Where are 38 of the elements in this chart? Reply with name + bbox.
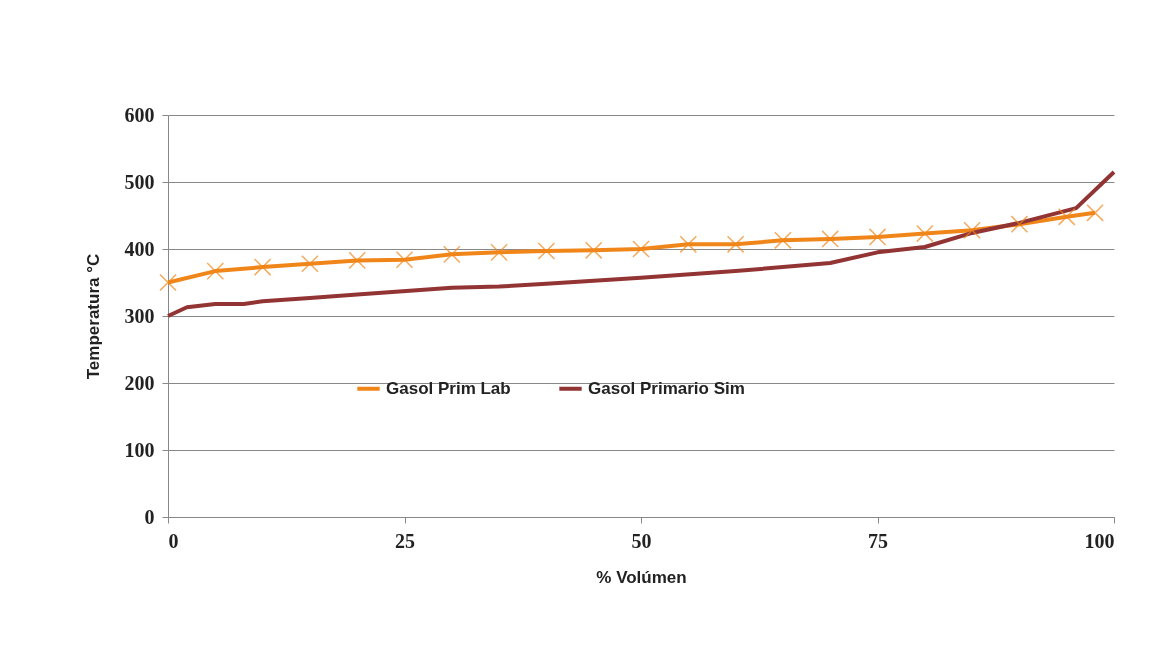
x-tick-label: 0: [168, 529, 179, 552]
point: [159, 273, 177, 292]
point: [632, 240, 650, 258]
x-tick-label: 75: [868, 529, 888, 552]
point: [1057, 208, 1076, 226]
point: [537, 242, 556, 260]
point: [395, 250, 414, 269]
legend-label: Gasol Primario Sim: [588, 378, 745, 398]
point: [584, 241, 603, 260]
point: [1010, 215, 1029, 234]
legend-label: Gasol Prim Lab: [386, 378, 511, 398]
point: [774, 231, 792, 250]
point: [301, 254, 319, 273]
y-tick-label: 0: [144, 505, 155, 528]
y-tick-label: 300: [124, 304, 155, 327]
point: [679, 235, 698, 254]
point: [442, 245, 461, 264]
point: [821, 230, 840, 248]
point: [1086, 204, 1104, 222]
y-tick-label: 500: [124, 170, 155, 193]
y-tick-label: 400: [124, 237, 155, 260]
y-tick-label: 200: [124, 371, 155, 394]
y-tick-label: 600: [124, 103, 155, 126]
point: [206, 262, 225, 280]
x-tick-label: 100: [1084, 529, 1115, 552]
y-tick-label: 100: [124, 438, 155, 461]
point: [726, 235, 745, 254]
point: [348, 251, 367, 270]
point: [963, 221, 981, 240]
x-tick-label: 25: [395, 529, 415, 552]
x-tick-label: 50: [631, 529, 652, 552]
line-series: [166, 169, 1116, 318]
x-axis-title: % Volúmen: [596, 567, 687, 587]
point: [915, 224, 934, 243]
y-axis-title: Temperatura °C: [83, 253, 103, 380]
point: [490, 243, 508, 262]
point: [253, 258, 272, 276]
point: [868, 228, 887, 246]
